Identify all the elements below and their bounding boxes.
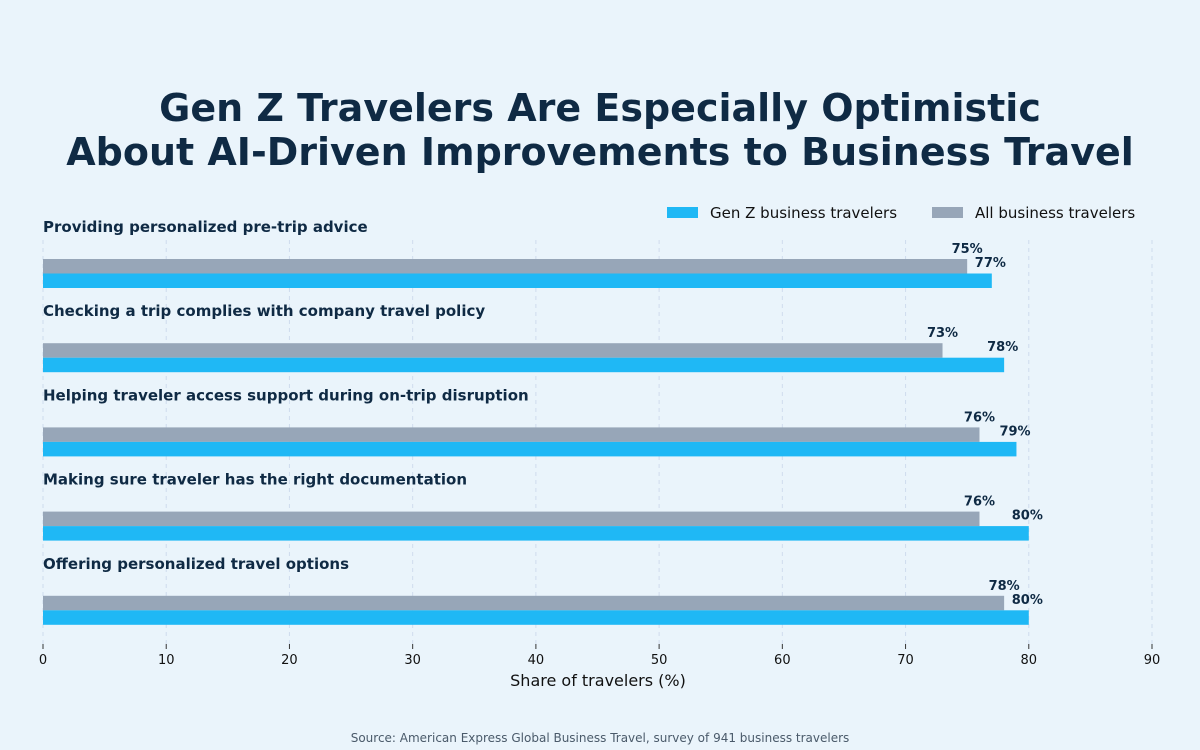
data-label-all-travelers: 76% (964, 495, 995, 510)
x-tick-label: 50 (651, 653, 668, 668)
data-label-gen-z: 77% (975, 256, 1006, 271)
source-note: Source: American Express Global Business… (350, 731, 850, 745)
data-label-all-travelers: 78% (989, 579, 1020, 594)
bar-all-travelers (43, 343, 943, 358)
x-tick-label: 90 (1144, 653, 1161, 668)
x-axis-label: Share of travelers (%) (510, 671, 686, 690)
x-tick-label: 0 (39, 653, 47, 668)
bar-gen-z (43, 441, 1017, 457)
data-label-gen-z: 78% (987, 340, 1018, 355)
chart-title-line-2: About AI-Driven Improvements to Business… (66, 130, 1134, 174)
bar-gen-z (43, 526, 1029, 541)
legend-swatch (932, 207, 963, 218)
chart-title-line-1: Gen Z Travelers Are Especially Optimisti… (159, 86, 1041, 130)
x-tick-label: 40 (528, 653, 545, 668)
legend: Gen Z business travelers All business tra… (667, 204, 1135, 222)
category-label: Helping traveler access support during o… (43, 386, 529, 404)
bar-gen-z (43, 610, 1029, 625)
bars: Providing personalized pre-trip advice 75… (43, 218, 1043, 625)
x-axis: 0 10 20 30 40 50 60 70 80 90 Share of travelers (%… (39, 644, 1160, 690)
bar-chart: Providing personalized pre-trip advice 75… (39, 204, 1160, 690)
bar-all-travelers (43, 595, 1005, 611)
category-label: Offering personalized travel options (43, 555, 349, 573)
x-tick-label: 10 (158, 653, 175, 668)
x-tick-label: 70 (897, 653, 914, 668)
data-label-all-travelers: 73% (927, 326, 958, 341)
x-tick-label: 20 (281, 653, 298, 668)
x-tick-label: 80 (1021, 653, 1038, 668)
bar-all-travelers (43, 511, 980, 527)
chart-title: Gen Z Travelers Are Especially Optimisti… (0, 86, 1200, 174)
legend-label: Gen Z business travelers (710, 204, 897, 222)
category-label: Checking a trip complies with company tr… (43, 302, 485, 320)
bar-gen-z (43, 273, 992, 288)
data-label-gen-z: 80% (1012, 593, 1043, 608)
data-label-all-travelers: 75% (952, 242, 983, 257)
category-label: Making sure traveler has the right docum… (43, 471, 467, 489)
bar-gen-z (43, 357, 1005, 373)
bar-all-travelers (43, 427, 980, 442)
data-label-gen-z: 80% (1012, 509, 1043, 524)
x-tick-label: 60 (774, 653, 791, 668)
legend-label: All business travelers (975, 204, 1135, 222)
x-tick-label: 30 (404, 653, 421, 668)
bar-all-travelers (43, 259, 968, 274)
category-label: Providing personalized pre-trip advice (43, 218, 368, 236)
data-label-gen-z: 79% (999, 424, 1030, 439)
data-label-all-travelers: 76% (964, 410, 995, 425)
legend-swatch (667, 207, 698, 218)
